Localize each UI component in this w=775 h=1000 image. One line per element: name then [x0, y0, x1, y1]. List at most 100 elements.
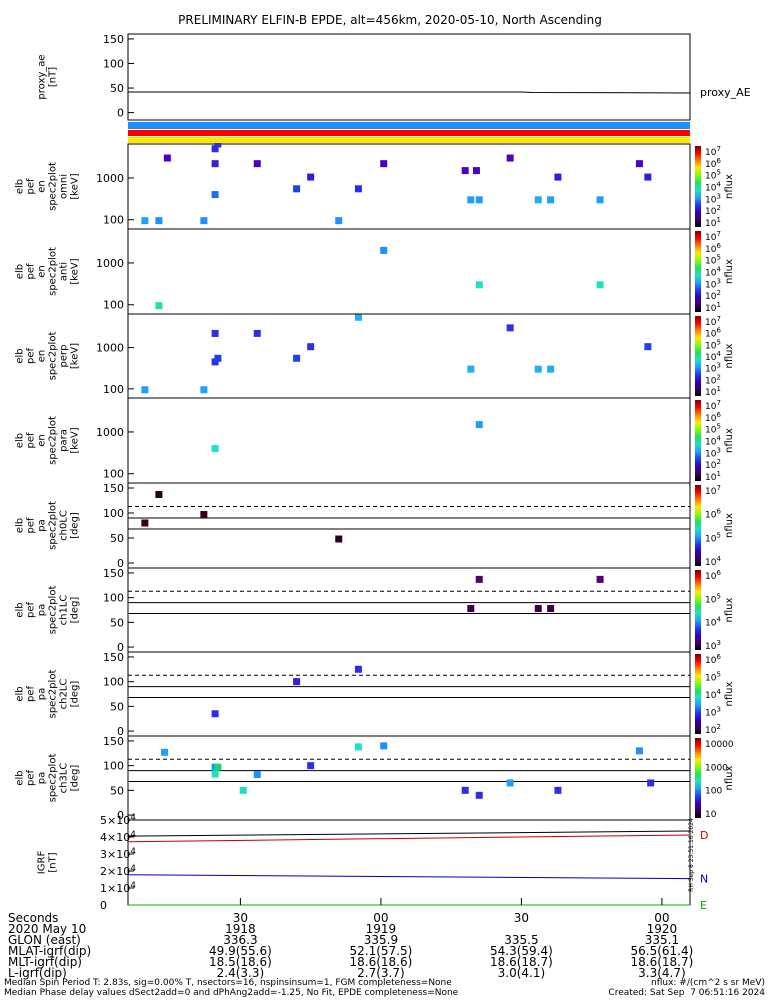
data-point: [467, 196, 475, 204]
data-point: [211, 445, 219, 453]
series-label-E: E: [700, 899, 707, 912]
y-axis-label: para: [59, 429, 70, 452]
colorbar-tick-label: 105: [705, 423, 721, 436]
footer-flux-units: nflux: #/(cm^2 s sr MeV): [651, 978, 765, 988]
y-axis-label: pa: [37, 688, 48, 700]
y-axis-label: ch0LC: [59, 510, 70, 541]
data-point: [335, 535, 343, 543]
y-tick-label: 0: [117, 107, 124, 120]
colorbar: [695, 316, 701, 396]
axis-row-value: 18.5(18.6): [209, 955, 272, 969]
axis-row-value: 336.3: [223, 933, 257, 947]
footer-line-1: Median Spin Period T: 2.83s, sig=0.00% T…: [4, 978, 452, 988]
data-point: [354, 743, 362, 751]
plot-title: PRELIMINARY ELFIN-B EPDE, alt=456km, 202…: [178, 13, 602, 27]
y-tick-label: 0: [117, 809, 124, 822]
y-axis-label: spec2plot: [48, 586, 59, 635]
data-point: [214, 354, 222, 362]
data-point: [475, 196, 483, 204]
y-axis-label: [keV]: [70, 343, 81, 369]
axis-row-value: 52.1(57.5): [349, 944, 412, 958]
data-point: [155, 302, 163, 310]
colorbar-label: nflux: [724, 428, 735, 453]
axis-row-value: 2.4(3.3): [217, 966, 265, 980]
y-axis-label: en: [37, 434, 48, 447]
footer-line-2: Median Phase delay values dSect2add=0 an…: [4, 988, 459, 998]
y-axis-label: pef: [26, 770, 37, 787]
data-point: [211, 145, 219, 153]
data-point: [506, 779, 514, 787]
series-line-proxy_AE: [128, 91, 691, 94]
data-point: [475, 575, 483, 583]
y-axis-label: perp: [59, 345, 70, 368]
data-point: [547, 365, 555, 373]
y-tick-label: 100: [103, 760, 124, 773]
y-axis-label: IGRF: [37, 851, 48, 875]
status-bar-yellow: [128, 137, 690, 143]
data-point: [155, 217, 163, 225]
colorbar-tick-label: 106: [705, 508, 721, 521]
y-axis-label: pef: [26, 432, 37, 449]
y-axis-label: elb: [15, 433, 26, 448]
y-tick-label: 0: [117, 641, 124, 654]
y-axis-label: elb: [15, 264, 26, 279]
colorbar-tick-label: 107: [705, 145, 721, 158]
colorbar-tick-label: 105: [705, 338, 721, 351]
y-tick-label: 3×104: [100, 847, 136, 861]
y-tick-label: 0: [100, 899, 107, 912]
y-axis-label: en: [37, 180, 48, 193]
colorbar: [695, 485, 701, 566]
data-point: [155, 491, 163, 498]
colorbar-tick-label: 106: [705, 242, 721, 255]
axis-row-label: MLT-igrf(dip): [8, 955, 82, 969]
y-axis-label: spec2plot: [48, 247, 59, 296]
panel-frame: [127, 228, 691, 315]
time-axis: RH Sep 8 23:51:16 2024 30 00 30 00 Seconds 191…: [8, 818, 695, 980]
colorbar-tick-label: 103: [705, 192, 721, 205]
data-point: [214, 763, 222, 771]
colorbar-label: nflux: [724, 343, 735, 368]
colorbar-tick-label: 10: [705, 810, 717, 820]
colorbar-tick-label: 105: [705, 169, 721, 182]
colorbar: [695, 146, 701, 227]
status-bar-red: [128, 130, 690, 136]
colorbar-tick-label: 103: [705, 362, 721, 375]
axis-row-value: 1919: [366, 922, 397, 936]
orbit-status-bars: [128, 122, 690, 143]
data-point: [644, 343, 652, 351]
colorbar-label: nflux: [724, 174, 735, 199]
colorbar-tick-label: 106: [705, 411, 721, 424]
colorbar-tick-label: 103: [705, 706, 721, 719]
data-point: [141, 217, 149, 225]
data-point: [547, 605, 555, 613]
panel-8: 150 100 50 0 elb pef pa spec2plot ch3LC [deg] 1000…: [15, 735, 736, 822]
colorbar-tick-label: 102: [705, 373, 721, 386]
colorbar-tick-label: 104: [705, 616, 721, 629]
panel-frame: [127, 735, 691, 821]
data-point: [380, 246, 388, 254]
y-tick-label: 50: [110, 532, 124, 545]
colorbar-tick-label: 103: [705, 639, 721, 652]
data-point: [534, 605, 542, 613]
colorbar-tick-label: 103: [705, 446, 721, 459]
axis-row-label: L-igrf(dip): [8, 966, 67, 980]
y-axis-label: anti: [59, 262, 70, 281]
data-point: [554, 786, 562, 794]
panel-9: 5×104 4×104 3×104 2×104 1×104 0 IGRF [nT] D NE: [37, 813, 709, 912]
colorbar-tick-label: 105: [705, 592, 721, 605]
panel-frame: [127, 143, 691, 230]
data-point: [647, 779, 655, 787]
colorbar: [695, 570, 701, 650]
axis-row-value: 335.9: [364, 933, 398, 947]
data-point: [253, 329, 261, 337]
y-axis-label: spec2plot: [48, 670, 59, 719]
panel-frame: [127, 33, 691, 121]
data-point: [211, 710, 219, 718]
data-point: [307, 343, 315, 351]
y-tick-label: 50: [110, 82, 124, 95]
colorbar-tick-label: 104: [705, 688, 721, 701]
colorbar-tick-label: 106: [705, 327, 721, 340]
data-point: [380, 742, 388, 750]
